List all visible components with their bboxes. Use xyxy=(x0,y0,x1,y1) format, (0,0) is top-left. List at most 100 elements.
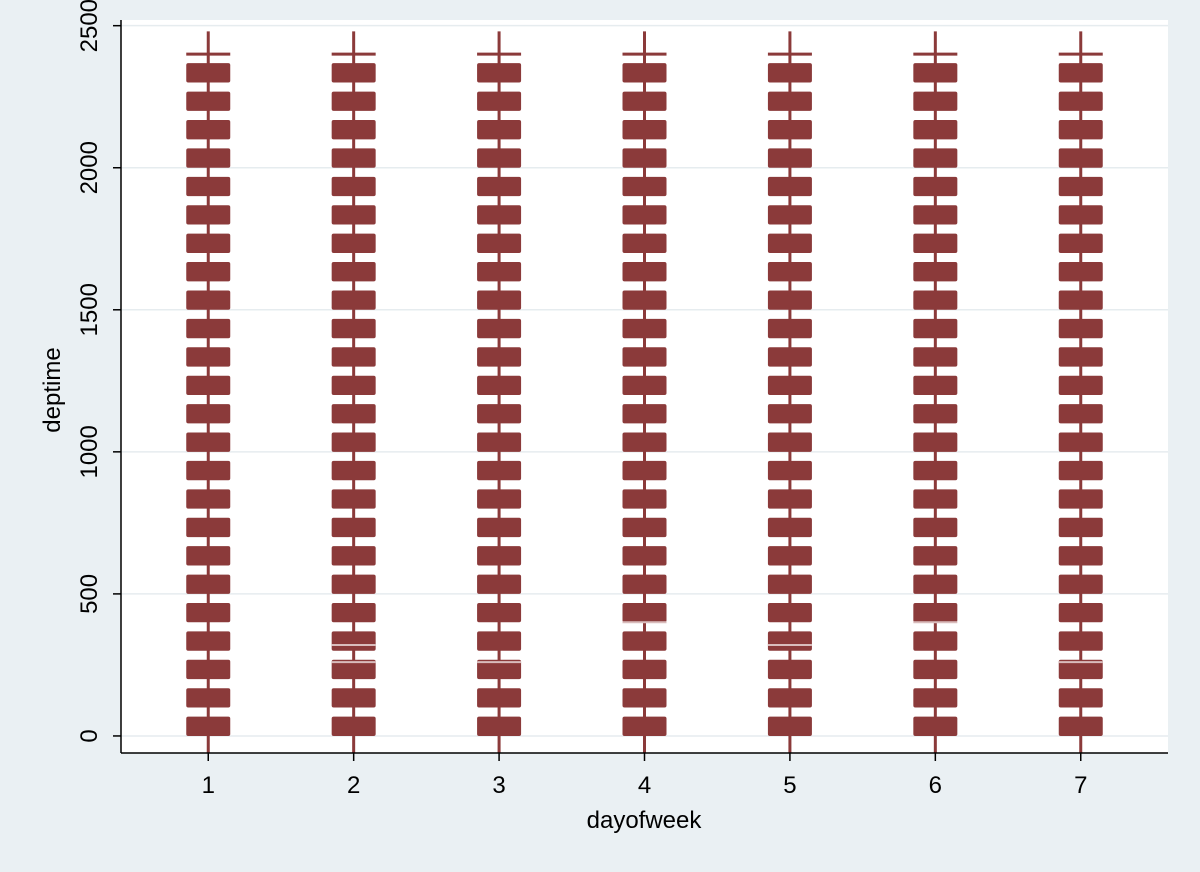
data-point xyxy=(331,631,376,651)
data-point xyxy=(767,205,812,225)
y-ticks: 0 500 1000 1500 2000 2500 xyxy=(76,0,121,743)
data-point xyxy=(767,318,812,339)
data-point xyxy=(622,432,667,452)
data-point xyxy=(622,375,667,396)
data-point xyxy=(331,602,376,623)
data-point xyxy=(477,716,522,736)
data-point xyxy=(1058,205,1103,225)
x-axis-title: dayofweek xyxy=(587,807,703,834)
data-point xyxy=(913,148,958,168)
series-day-1 xyxy=(186,31,231,753)
data-point xyxy=(477,290,522,310)
data-point xyxy=(767,716,812,736)
data-point xyxy=(913,233,958,253)
data-point xyxy=(767,460,812,481)
data-point xyxy=(1058,347,1103,367)
data-point xyxy=(331,347,376,367)
data-point xyxy=(331,91,376,111)
x-tick-label: 6 xyxy=(929,772,942,799)
data-point xyxy=(622,460,667,481)
data-point xyxy=(913,404,958,424)
data-point xyxy=(1058,432,1103,452)
data-point xyxy=(1058,546,1103,566)
data-point xyxy=(622,688,667,708)
data-point xyxy=(331,659,376,680)
data-point xyxy=(186,148,231,168)
data-point xyxy=(767,176,812,197)
data-point xyxy=(767,546,812,566)
data-point xyxy=(331,318,376,339)
data-point xyxy=(622,262,667,282)
data-point xyxy=(622,489,667,509)
series-day-3 xyxy=(477,31,522,753)
data-point xyxy=(622,91,667,111)
series-day-5 xyxy=(767,31,812,753)
data-point xyxy=(1058,375,1103,396)
data-point xyxy=(331,574,376,594)
data-point xyxy=(767,517,812,538)
data-point xyxy=(622,120,667,140)
data-point xyxy=(186,120,231,140)
data-point xyxy=(477,262,522,282)
data-point xyxy=(913,432,958,452)
y-tick-label: 0 xyxy=(76,729,103,742)
data-point xyxy=(477,432,522,452)
data-point xyxy=(913,318,958,339)
y-tick-label: 500 xyxy=(76,574,103,614)
data-point xyxy=(1058,318,1103,339)
data-point xyxy=(913,347,958,367)
data-point xyxy=(622,205,667,225)
data-point xyxy=(767,659,812,680)
data-point xyxy=(186,688,231,708)
data-point xyxy=(767,432,812,452)
data-point xyxy=(331,290,376,310)
data-point xyxy=(913,262,958,282)
data-point xyxy=(913,120,958,140)
data-point xyxy=(1058,460,1103,481)
data-point xyxy=(767,375,812,396)
data-point xyxy=(477,318,522,339)
data-point xyxy=(186,318,231,339)
data-point xyxy=(186,233,231,253)
data-point xyxy=(1058,716,1103,736)
data-point xyxy=(1058,148,1103,168)
data-point xyxy=(622,176,667,197)
data-point xyxy=(622,63,667,83)
data-point xyxy=(186,290,231,310)
data-point xyxy=(477,631,522,651)
data-point xyxy=(331,375,376,396)
data-point xyxy=(913,63,958,83)
data-point xyxy=(331,176,376,197)
data-point xyxy=(477,148,522,168)
x-tick-label: 5 xyxy=(783,772,796,799)
y-tick-label: 1000 xyxy=(76,425,103,478)
data-point xyxy=(477,659,522,680)
data-point xyxy=(622,318,667,339)
data-point xyxy=(622,716,667,736)
data-point xyxy=(477,91,522,111)
data-point xyxy=(477,233,522,253)
data-point xyxy=(477,347,522,367)
data-point xyxy=(622,631,667,651)
data-point xyxy=(477,120,522,140)
data-point xyxy=(186,602,231,623)
data-point xyxy=(477,404,522,424)
data-point xyxy=(331,205,376,225)
y-tick-label: 1500 xyxy=(76,283,103,336)
data-point xyxy=(913,489,958,509)
series-day-4 xyxy=(622,31,667,753)
data-point xyxy=(477,489,522,509)
data-point xyxy=(186,176,231,197)
data-point xyxy=(331,432,376,452)
data-point xyxy=(767,574,812,594)
data-point xyxy=(186,347,231,367)
data-point xyxy=(1058,262,1103,282)
data-point xyxy=(331,517,376,538)
data-point xyxy=(477,574,522,594)
data-point xyxy=(1058,63,1103,83)
data-point xyxy=(477,176,522,197)
data-point xyxy=(767,262,812,282)
data-point xyxy=(477,602,522,623)
data-point xyxy=(767,688,812,708)
data-point xyxy=(186,716,231,736)
